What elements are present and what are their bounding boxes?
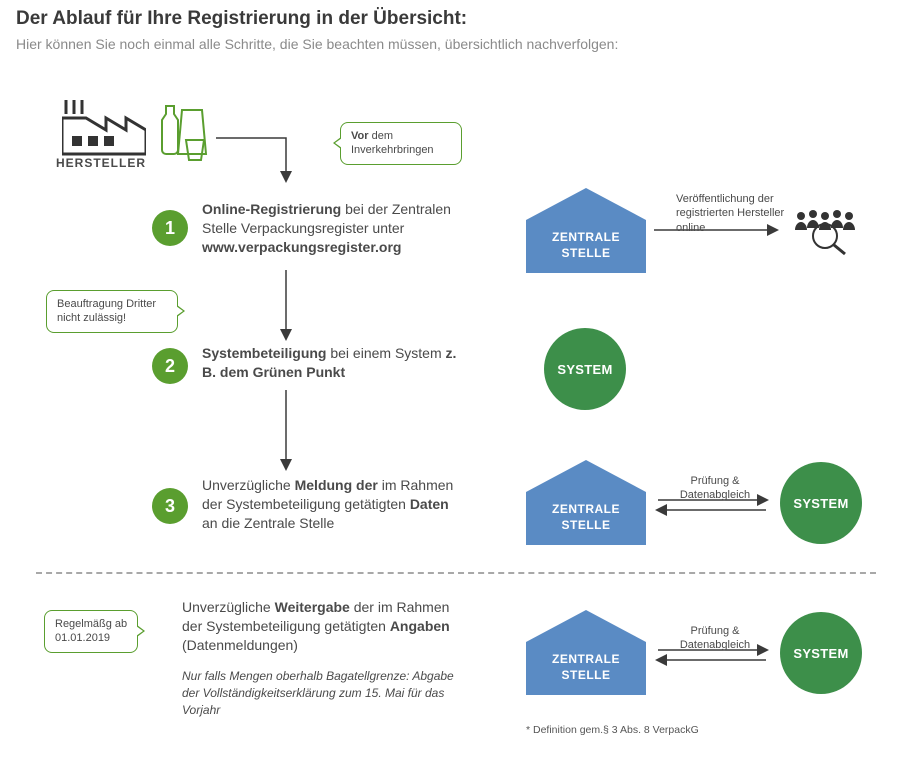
building-4-l2: STELLE	[561, 668, 610, 682]
dashed-divider	[36, 572, 876, 574]
step-2-text: Systembeteiligung bei einem System z. B.…	[202, 344, 462, 382]
pruef-label-4: Prüfung & Datenabgleich	[670, 624, 760, 653]
callout-dritte: Beauftragung Dritter nicht zulässig!	[46, 290, 178, 333]
step-1-number: 1	[152, 210, 188, 246]
arrow-layer	[16, 80, 886, 760]
step-2-number: 2	[152, 348, 188, 384]
callout-2019-rest: 01.01.2019	[55, 632, 110, 644]
building-3-l2: STELLE	[561, 518, 610, 532]
building-1-l1: ZENTRALE	[552, 230, 620, 244]
building-1: ZENTRALE STELLE	[526, 188, 646, 273]
pub-label: Veröffentlichung der registrierten Herst…	[676, 192, 786, 235]
step-3-text: Unverzügliche Meldung der im Rahmen der …	[202, 476, 462, 533]
building-1-l2: STELLE	[561, 246, 610, 260]
callout-vor: Vor dem Inverkehrbringen	[340, 122, 462, 165]
pruef-label-3: Prüfung & Datenabgleich	[670, 474, 760, 503]
step-3-number: 3	[152, 488, 188, 524]
hersteller-label: HERSTELLER	[56, 156, 146, 170]
building-4: ZENTRALE STELLE	[526, 610, 646, 695]
page-subtitle: Hier können Sie noch einmal alle Schritt…	[16, 36, 894, 52]
factory-icon	[62, 96, 146, 156]
building-3-l1: ZENTRALE	[552, 502, 620, 516]
flow-diagram: HERSTELLER Vor dem Inverkehrbringen 1 On…	[16, 80, 886, 760]
system-circle-3: SYSTEM	[780, 462, 862, 544]
step-1-text: Online-Registrierung bei der Zentralen S…	[202, 200, 462, 257]
crowd-icon	[791, 206, 861, 261]
building-4-l1: ZENTRALE	[552, 652, 620, 666]
system-circle-4: SYSTEM	[780, 612, 862, 694]
callout-2019-bold: Regelmäßg ab	[55, 618, 127, 630]
callout-vor-bold: Vor	[351, 130, 369, 142]
callout-2019: Regelmäßg ab 01.01.2019	[44, 610, 138, 653]
page-heading: Der Ablauf für Ihre Registrierung in der…	[16, 8, 894, 30]
packaging-icon	[156, 104, 216, 164]
italic-note: Nur falls Mengen oberhalb Bagatellgrenze…	[182, 668, 462, 718]
system-circle-2: SYSTEM	[544, 328, 626, 410]
building-3: ZENTRALE STELLE	[526, 460, 646, 545]
footnote: * Definition gem.§ 3 Abs. 8 VerpackG	[526, 724, 699, 736]
step-4-text: Unverzügliche Weitergabe der im Rahmen d…	[182, 598, 462, 655]
